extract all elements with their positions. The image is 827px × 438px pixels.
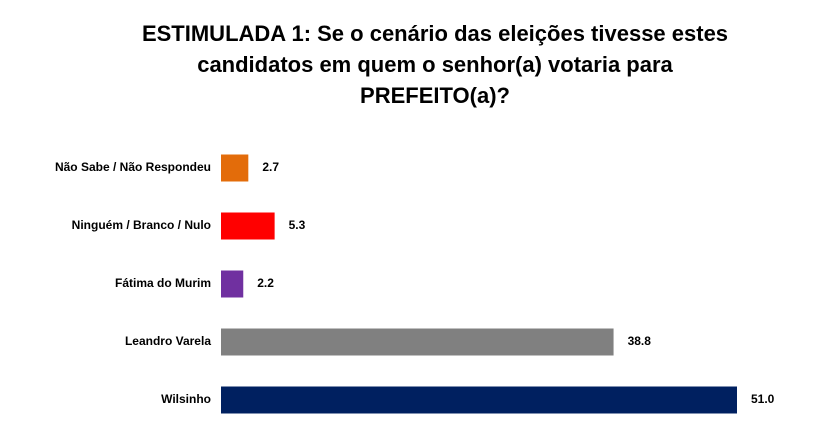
data-label: 38.8: [628, 334, 652, 348]
chart-title: ESTIMULADA 1: Se o cenário das eleições …: [141, 21, 729, 108]
data-label: 51.0: [751, 392, 775, 406]
bar: [221, 270, 244, 298]
category-label: Ninguém / Branco / Nulo: [72, 218, 211, 232]
category-label: Não Sabe / Não Respondeu: [55, 160, 211, 174]
category-label: Wilsinho: [161, 392, 211, 406]
data-label: 5.3: [289, 218, 306, 232]
category-label: Leandro Varela: [125, 334, 211, 348]
bar: [221, 386, 737, 414]
bar: [221, 212, 275, 240]
category-label: Fátima do Murim: [115, 276, 211, 290]
data-label: 2.7: [262, 160, 279, 174]
data-label: 2.2: [257, 276, 274, 290]
bar: [221, 328, 614, 356]
bar: [221, 154, 249, 182]
